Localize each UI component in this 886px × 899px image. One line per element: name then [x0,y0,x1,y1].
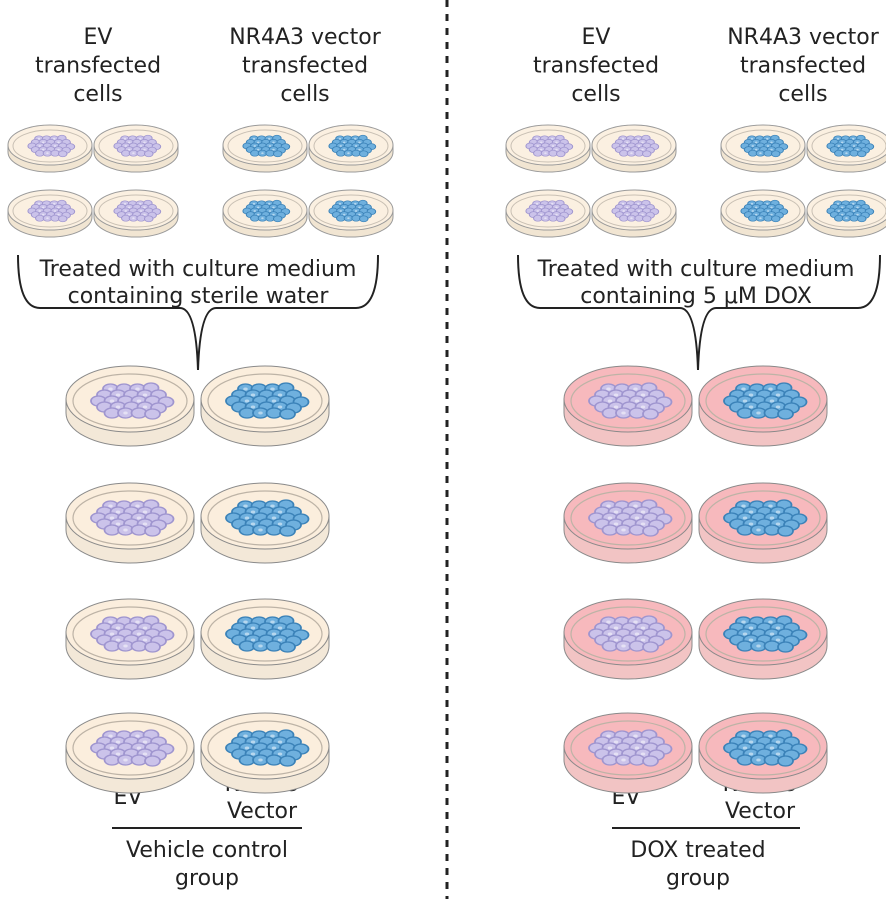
culture-dish [699,599,827,679]
small-dish [506,125,590,172]
group-label: Vehicle control [126,838,288,863]
small-dish [506,190,590,237]
nr4a3-label: cells [280,82,329,107]
ev-label: transfected [35,54,161,79]
small-dish [721,190,805,237]
ev-label: EV [84,25,113,50]
culture-dish [699,366,827,446]
nr4a3-label: NR4A3 vector [727,25,880,50]
culture-dish [699,483,827,563]
ev-label: cells [73,82,122,107]
small-dish [807,125,886,172]
culture-dish [201,599,329,679]
small-dish [94,190,178,237]
culture-dish [564,366,692,446]
culture-dish [564,483,692,563]
group-label: group [175,866,239,891]
small-dish [592,125,676,172]
small-dish [223,125,307,172]
small-dish [8,125,92,172]
small-dish [807,190,886,237]
small-dish [8,190,92,237]
treatment-label: containing sterile water [68,284,330,309]
culture-dish [201,713,329,793]
culture-dish [66,599,194,679]
small-dish [309,190,393,237]
figure: EV transfected cells NR4A3 vector transfecte… [0,0,886,899]
nr4a3-label: cells [778,82,827,107]
small-dish [592,190,676,237]
small-dish [223,190,307,237]
ev-label: EV [582,25,611,50]
treatment-label: containing 5 μM DOX [580,284,812,309]
culture-dish [66,483,194,563]
group-label: DOX treated [630,838,765,863]
small-dish [309,125,393,172]
treatment-label: Treated with culture medium [537,257,855,282]
culture-dish [66,713,194,793]
culture-dish [66,366,194,446]
nr4a3-label: Vector [227,799,298,824]
nr4a3-label: transfected [242,54,368,79]
ev-label: transfected [533,54,659,79]
group-label: group [666,866,730,891]
small-dish [94,125,178,172]
small-dish [721,125,805,172]
culture-dish [564,599,692,679]
culture-dish [699,713,827,793]
culture-dish [201,483,329,563]
nr4a3-label: NR4A3 vector [229,25,382,50]
culture-dish [201,366,329,446]
ev-label: cells [571,82,620,107]
treatment-label: Treated with culture medium [39,257,357,282]
nr4a3-label: Vector [725,799,796,824]
culture-dish [564,713,692,793]
nr4a3-label: transfected [740,54,866,79]
